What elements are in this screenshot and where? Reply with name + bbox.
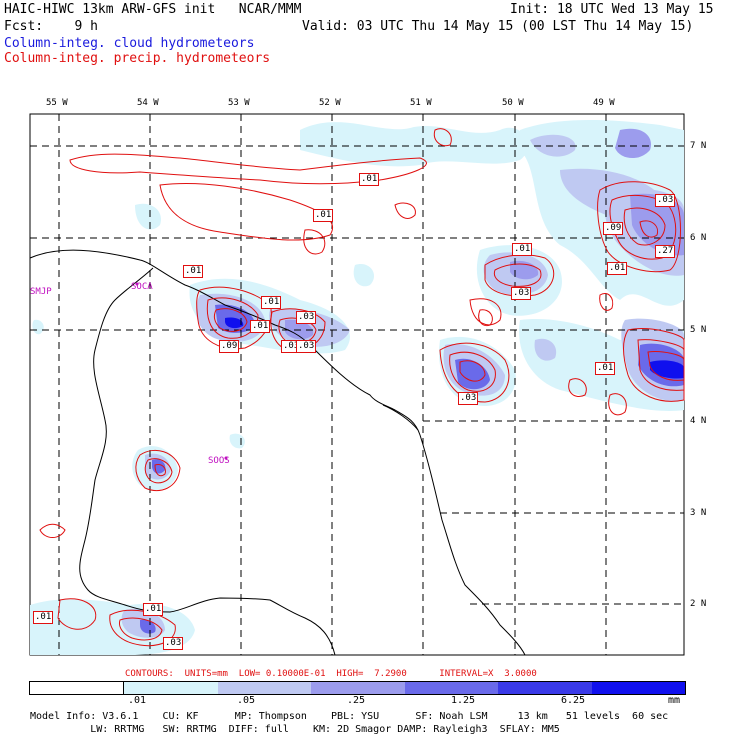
legend-swatch	[30, 682, 125, 694]
contour-label: .01	[143, 603, 164, 616]
contour-label: .01	[183, 265, 204, 278]
legend-swatch	[498, 682, 592, 694]
legend-label: .01	[128, 695, 147, 706]
contour-label: .27	[655, 245, 676, 258]
station-label: SOCA	[131, 282, 153, 292]
legend-swatch	[217, 682, 312, 694]
lon-label: 50 W	[502, 98, 524, 108]
lat-label: 2 N	[690, 599, 707, 609]
legend-label: .05	[237, 695, 256, 706]
lat-label: 6 N	[690, 233, 707, 243]
contour-label: .01	[512, 243, 533, 256]
legend-label: 6.25	[561, 695, 586, 706]
init-time: Init: 18 UTC Wed 13 May 15	[510, 2, 714, 17]
contour-label: .03	[296, 311, 317, 324]
lon-label: 53 W	[228, 98, 250, 108]
contour-label: .03	[511, 287, 532, 300]
contour-label: .03	[296, 340, 317, 353]
contour-label: .01	[607, 262, 628, 275]
legend-swatch	[311, 682, 405, 694]
contour-label: .01	[250, 320, 271, 333]
legend-swatch	[404, 682, 499, 694]
legend-swatch	[591, 682, 685, 694]
forecast-hour: Fcst: 9 h	[4, 19, 98, 34]
lat-label: 7 N	[690, 141, 707, 151]
contour-label: .03	[655, 194, 676, 207]
lat-label: 5 N	[690, 325, 707, 335]
legend-label: 1.25	[451, 695, 476, 706]
contour-label: .09	[219, 340, 240, 353]
contour-label: .03	[163, 637, 184, 650]
contour-label: .09	[603, 222, 624, 235]
color-legend	[29, 681, 686, 695]
lon-label: 54 W	[137, 98, 159, 108]
lon-label: 51 W	[410, 98, 432, 108]
lat-label: 3 N	[690, 508, 707, 518]
legend-unit: mm	[668, 695, 681, 706]
lon-label: 55 W	[46, 98, 68, 108]
contour-label: .03	[458, 392, 479, 405]
lat-label: 4 N	[690, 416, 707, 426]
model-info-2: LW: RRTMG SW: RRTMG DIFF: full KM: 2D Sm…	[30, 724, 560, 735]
model-info: Model Info: V3.6.1 CU: KF MP: Thompson P…	[30, 711, 669, 722]
lon-label: 52 W	[319, 98, 341, 108]
field-cloud-label: Column-integ. cloud hydrometeors	[4, 36, 255, 51]
header-title: HAIC-HIWC 13km ARW-GFS init NCAR/MMM	[4, 2, 302, 17]
legend-swatch	[124, 682, 218, 694]
contour-label: .01	[261, 296, 282, 309]
precip-contours	[39, 128, 685, 647]
valid-time: Valid: 03 UTC Thu 14 May 15 (00 LST Thu …	[302, 19, 694, 34]
contour-label: .01	[359, 173, 380, 186]
contour-label: .01	[595, 362, 616, 375]
legend-label: .25	[347, 695, 366, 706]
contour-label: .01	[33, 611, 54, 624]
lon-label: 49 W	[593, 98, 615, 108]
field-precip-label: Column-integ. precip. hydrometeors	[4, 51, 271, 66]
station-label: SMJP	[30, 287, 52, 297]
contour-label: .01	[313, 209, 334, 222]
station-label: SOOS	[208, 456, 230, 466]
contour-info: CONTOURS: UNITS=mm LOW= 0.10000E-01 HIGH…	[125, 669, 537, 679]
